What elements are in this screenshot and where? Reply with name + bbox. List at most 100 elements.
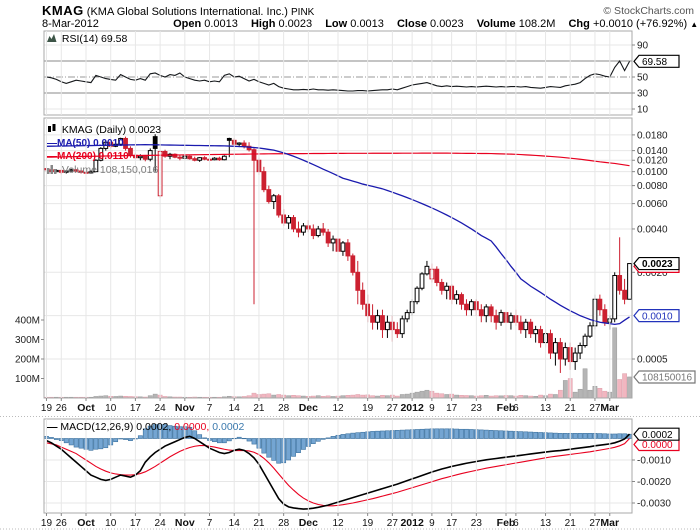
ma50-legend-label: MA(50) 0.0010 bbox=[57, 138, 124, 149]
open-value: 0.0013 bbox=[204, 18, 238, 30]
volume-label: Volume bbox=[476, 18, 516, 30]
svg-text:Dec: Dec bbox=[299, 517, 318, 529]
svg-text:Nov: Nov bbox=[175, 517, 195, 529]
header-line1: KMAG (KMA Global Solutions International… bbox=[42, 3, 692, 18]
svg-text:17: 17 bbox=[130, 518, 142, 529]
macd-legend-signal: 0.0000, bbox=[174, 421, 210, 433]
svg-text:2012: 2012 bbox=[400, 517, 424, 529]
svg-text:9: 9 bbox=[429, 403, 435, 414]
svg-text:12: 12 bbox=[332, 518, 344, 529]
svg-text:0.0120: 0.0120 bbox=[637, 156, 668, 167]
svg-text:26: 26 bbox=[56, 403, 68, 414]
ma200-line-icon: — bbox=[47, 151, 57, 162]
ma200-legend: —MA(200) 0.0110 bbox=[47, 151, 129, 163]
open-label: Open bbox=[173, 18, 202, 30]
svg-text:21: 21 bbox=[253, 518, 265, 529]
svg-text:13: 13 bbox=[540, 403, 552, 414]
macd-legend: — MACD(12,26,9) 0.0002, 0.0000, 0.0002 bbox=[47, 421, 244, 433]
svg-text:17: 17 bbox=[446, 518, 458, 529]
chg-label: Chg bbox=[568, 18, 590, 30]
svg-text:21: 21 bbox=[565, 403, 577, 414]
price-legend-label: KMAG (Daily) 0.0023 bbox=[61, 124, 162, 136]
rsi-legend-label: RSI(14) 69.58 bbox=[61, 33, 128, 45]
svg-text:90: 90 bbox=[637, 41, 649, 52]
svg-text:0.0140: 0.0140 bbox=[637, 146, 668, 157]
svg-text:12: 12 bbox=[332, 403, 344, 414]
header-quote-line: 8-Mar-2012 Open 0.0013 High 0.0023 Low 0… bbox=[42, 18, 698, 30]
macd-legend-hist: 0.0002 bbox=[212, 421, 245, 433]
volume-legend-label: Volume 108,150,016 bbox=[61, 164, 159, 176]
svg-text:-0.0010: -0.0010 bbox=[637, 456, 671, 467]
svg-text:0.0040: 0.0040 bbox=[637, 224, 668, 235]
svg-text:400M: 400M bbox=[15, 316, 40, 327]
quote-date: 8-Mar-2012 bbox=[42, 18, 99, 30]
svg-text:Oct: Oct bbox=[77, 402, 95, 414]
up-arrow-icon: ▲ bbox=[690, 20, 699, 29]
chg-value: +0.0010 (+76.92%) bbox=[592, 18, 688, 30]
svg-text:28: 28 bbox=[278, 403, 290, 414]
svg-text:30: 30 bbox=[637, 89, 649, 100]
svg-text:0.0060: 0.0060 bbox=[637, 199, 668, 210]
low-value: 0.0013 bbox=[350, 18, 384, 30]
low-label: Low bbox=[325, 18, 348, 30]
volume-legend: Volume 108,150,016 bbox=[47, 164, 158, 177]
svg-text:7: 7 bbox=[207, 403, 213, 414]
svg-text:28: 28 bbox=[278, 518, 290, 529]
svg-text:Oct: Oct bbox=[77, 517, 95, 529]
svg-text:6: 6 bbox=[513, 518, 519, 529]
exchange-label: PINK bbox=[291, 7, 315, 18]
svg-text:26: 26 bbox=[56, 518, 68, 529]
svg-text:17: 17 bbox=[130, 403, 142, 414]
svg-text:23: 23 bbox=[471, 518, 483, 529]
ma50-line-icon: — bbox=[47, 138, 57, 149]
macd-line-icon: — bbox=[47, 421, 58, 433]
svg-text:0.0010: 0.0010 bbox=[642, 311, 673, 322]
svg-text:0.0005: 0.0005 bbox=[637, 355, 668, 366]
svg-text:7: 7 bbox=[207, 518, 213, 529]
svg-text:200M: 200M bbox=[15, 355, 40, 366]
company-name: (KMA Global Solutions International. Inc… bbox=[86, 6, 288, 18]
price-legend: KMAG (Daily) 0.0023 bbox=[47, 124, 161, 137]
svg-text:27: 27 bbox=[387, 403, 399, 414]
svg-text:27: 27 bbox=[589, 518, 601, 529]
svg-text:Mar: Mar bbox=[600, 402, 619, 414]
rsi-legend: RSI(14) 69.58 bbox=[47, 33, 127, 46]
svg-text:9: 9 bbox=[429, 518, 435, 529]
svg-text:19: 19 bbox=[362, 518, 374, 529]
svg-text:0.0023: 0.0023 bbox=[642, 259, 673, 270]
svg-text:17: 17 bbox=[446, 403, 458, 414]
close-label: Close bbox=[396, 18, 427, 30]
svg-text:19: 19 bbox=[362, 403, 374, 414]
svg-text:21: 21 bbox=[565, 518, 577, 529]
svg-text:13: 13 bbox=[540, 518, 552, 529]
svg-text:0.0100: 0.0100 bbox=[637, 167, 668, 178]
svg-text:0.0002: 0.0002 bbox=[642, 430, 673, 441]
svg-text:Nov: Nov bbox=[175, 402, 195, 414]
svg-text:300M: 300M bbox=[15, 335, 40, 346]
svg-text:Mar: Mar bbox=[600, 517, 619, 529]
macd-legend-black: MACD(12,26,9) 0.0002, bbox=[60, 421, 172, 433]
high-label: High bbox=[250, 18, 276, 30]
svg-text:108150016: 108150016 bbox=[642, 373, 692, 384]
svg-text:19: 19 bbox=[41, 403, 53, 414]
copyright: © StockCharts.com bbox=[603, 5, 694, 17]
svg-text:Feb: Feb bbox=[497, 402, 516, 414]
ticker-symbol: KMAG bbox=[42, 3, 84, 18]
svg-text:10: 10 bbox=[105, 518, 117, 529]
volume-value: 108.2M bbox=[518, 18, 556, 30]
svg-text:-0.0020: -0.0020 bbox=[637, 477, 671, 488]
svg-text:100M: 100M bbox=[15, 374, 40, 385]
volume-bars-icon bbox=[47, 164, 57, 177]
svg-text:21: 21 bbox=[253, 403, 265, 414]
svg-text:6: 6 bbox=[513, 403, 519, 414]
ma50-legend: —MA(50) 0.0010 bbox=[47, 138, 124, 150]
svg-text:69.58: 69.58 bbox=[642, 57, 667, 68]
svg-text:14: 14 bbox=[229, 403, 241, 414]
svg-text:24: 24 bbox=[155, 403, 167, 414]
close-value: 0.0023 bbox=[430, 18, 464, 30]
svg-text:10: 10 bbox=[105, 403, 117, 414]
svg-text:23: 23 bbox=[471, 403, 483, 414]
svg-text:Feb: Feb bbox=[497, 517, 516, 529]
ma200-legend-label: MA(200) 0.0110 bbox=[57, 151, 129, 162]
